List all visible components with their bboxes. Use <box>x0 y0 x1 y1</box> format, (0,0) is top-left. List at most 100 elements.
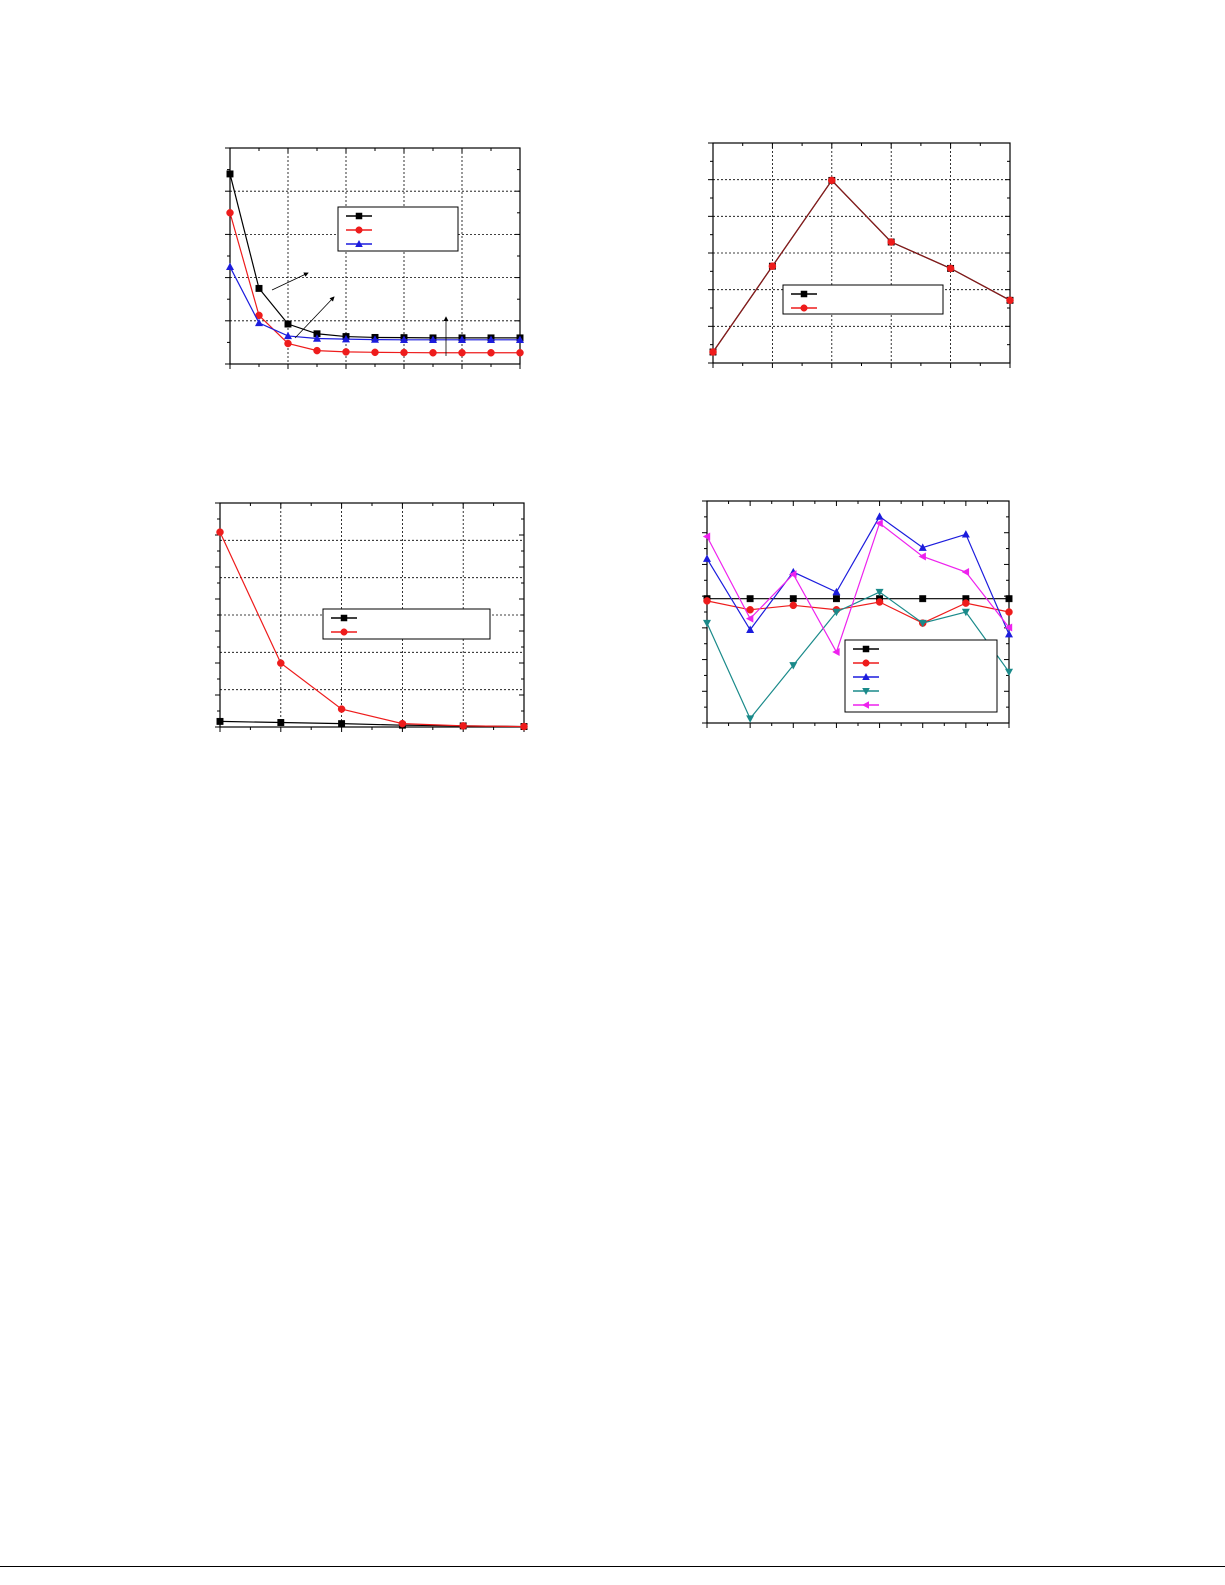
data-point <box>745 614 754 623</box>
data-point <box>277 719 285 726</box>
data-point <box>703 597 711 605</box>
data-point <box>277 659 285 667</box>
axis-ticks <box>708 142 1011 368</box>
data-point <box>828 176 836 185</box>
data-point <box>832 595 840 603</box>
series-2 <box>216 528 528 731</box>
data-point <box>918 552 926 561</box>
legend-marker <box>355 240 363 247</box>
data-point <box>400 348 408 357</box>
data-point <box>216 528 224 536</box>
series-line <box>219 531 525 728</box>
data-point <box>789 601 798 610</box>
series-2 <box>226 209 524 357</box>
series-4 <box>703 588 1013 723</box>
series-1 <box>226 170 524 342</box>
legend-entry-1 <box>346 212 372 220</box>
axis-ticks <box>215 502 525 732</box>
data-point <box>520 722 528 731</box>
data-point <box>832 587 841 596</box>
legend <box>337 206 459 252</box>
legend <box>782 284 944 315</box>
data-point <box>226 170 234 178</box>
legend <box>844 639 998 713</box>
grid-lines <box>713 143 1010 363</box>
data-point <box>1005 608 1013 616</box>
data-point <box>255 318 263 327</box>
data-point <box>832 647 840 656</box>
data-point <box>284 339 292 348</box>
data-point <box>458 349 466 357</box>
data-point <box>919 595 927 603</box>
legend-marker <box>340 628 348 636</box>
legend-marker <box>862 659 870 667</box>
data-point <box>429 335 437 344</box>
data-point <box>746 606 754 614</box>
data-point <box>342 348 350 356</box>
series-line <box>706 522 1010 654</box>
data-point <box>746 715 755 723</box>
data-point <box>961 530 970 538</box>
series-5 <box>702 519 1013 656</box>
legend-marker <box>355 212 363 220</box>
chart-4 <box>702 500 1013 728</box>
data-point <box>887 238 895 246</box>
axis-ticks <box>702 500 1010 728</box>
data-point <box>487 349 495 357</box>
data-point <box>875 588 884 597</box>
data-point <box>226 262 234 270</box>
data-point <box>703 619 711 628</box>
chart-2 <box>708 142 1014 368</box>
data-point <box>284 331 292 340</box>
data-point <box>338 720 346 728</box>
data-point <box>703 554 711 562</box>
data-point <box>337 705 346 713</box>
series-line <box>706 591 1010 720</box>
data-point <box>709 348 717 356</box>
legend-marker <box>862 673 870 680</box>
legend-marker <box>862 701 869 709</box>
data-point <box>789 570 797 579</box>
series-line <box>706 515 1010 635</box>
legend-marker <box>862 688 870 695</box>
legend-entry-3 <box>346 240 372 247</box>
data-point <box>1005 630 1013 638</box>
data-point <box>487 335 495 344</box>
legend-entry-1 <box>853 645 879 653</box>
data-point <box>226 209 234 217</box>
series-1 <box>709 176 1014 356</box>
legend-entry-2 <box>853 659 879 667</box>
legend-marker <box>340 614 348 622</box>
data-point <box>918 619 927 628</box>
legend-entry-2 <box>331 628 357 636</box>
data-point <box>875 519 883 528</box>
legend-entry-3 <box>853 673 879 680</box>
legend-entry-5 <box>853 701 879 709</box>
series-3 <box>226 262 524 344</box>
data-point <box>371 348 379 357</box>
data-point <box>342 334 350 343</box>
data-point <box>313 334 321 342</box>
data-point <box>768 262 777 270</box>
data-point <box>400 335 408 344</box>
legend-marker <box>355 226 363 234</box>
data-point <box>429 349 437 357</box>
legend-marker <box>862 645 870 653</box>
data-point <box>516 349 524 357</box>
legend-box <box>844 639 998 713</box>
legend-entry-2 <box>346 226 372 234</box>
data-point <box>962 599 970 607</box>
data-point <box>961 608 970 617</box>
data-point <box>371 335 379 343</box>
legend-entry-2 <box>791 304 817 312</box>
data-point <box>1005 595 1013 603</box>
data-point <box>702 532 711 541</box>
data-point <box>313 346 321 355</box>
grid-lines <box>230 148 520 364</box>
data-point <box>1005 668 1013 677</box>
data-point <box>746 595 754 603</box>
legend-entry-1 <box>331 614 357 622</box>
data-point <box>458 335 466 344</box>
chart-1 <box>225 147 524 369</box>
plot-frame <box>229 147 521 365</box>
